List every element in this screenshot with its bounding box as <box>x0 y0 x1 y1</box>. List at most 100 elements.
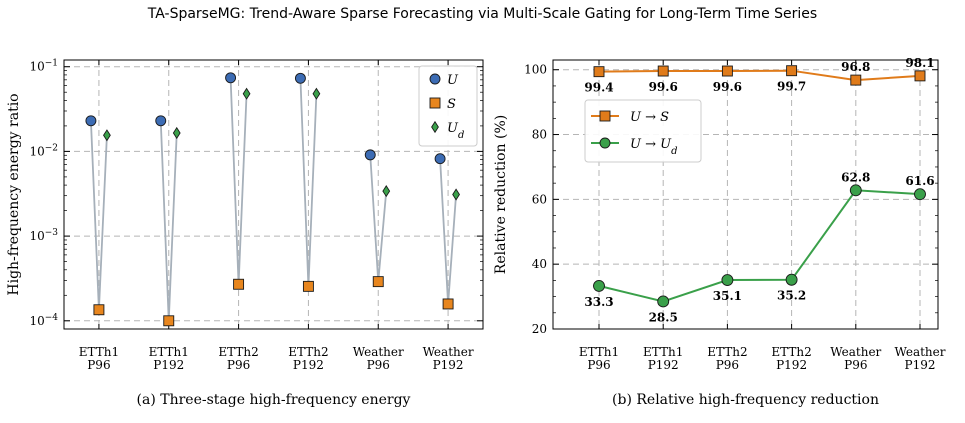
data-point-square <box>442 298 454 310</box>
x-tick-label: P96 <box>227 358 250 372</box>
data-point-diamond <box>312 87 321 100</box>
y-tick-label: 10−2 <box>29 143 58 158</box>
data-point-diamond <box>103 129 111 142</box>
x-tick-label: P96 <box>367 358 390 372</box>
y-axis-label: High-frequency energy ratio <box>6 93 22 295</box>
data-label: 28.5 <box>649 310 678 324</box>
y-tick-label: 60 <box>532 192 547 206</box>
data-point-circle <box>849 184 862 197</box>
y-tick-label: 40 <box>532 257 547 271</box>
x-tick-label: ETTh1 <box>79 345 119 359</box>
data-label: 62.8 <box>841 170 870 184</box>
data-point-circle <box>155 115 167 127</box>
data-point-square <box>233 278 245 290</box>
y-tick-label: 20 <box>532 322 547 336</box>
legend-marker-diamond <box>431 120 439 134</box>
data-label: 35.1 <box>713 289 742 303</box>
panel-caption: (a) Three-stage high-frequency energy <box>137 392 411 408</box>
x-tick-label: Weather <box>353 345 404 359</box>
data-point-diamond <box>382 184 391 198</box>
legend: U → S U → Ud <box>584 99 702 163</box>
y-tick-label: 100 <box>524 63 547 77</box>
panel-b: 20406080100ETTh1P96ETTh1P192ETTh2P96ETTh… <box>493 56 946 408</box>
data-point-square <box>302 280 314 292</box>
data-label: 33.3 <box>584 295 613 309</box>
data-point-square <box>721 65 733 77</box>
x-tick-label: ETTh1 <box>149 345 189 359</box>
plot-frame <box>552 59 939 330</box>
legend-marker-square <box>599 110 611 122</box>
x-tick-label: ETTh1 <box>643 345 683 359</box>
data-label: 61.6 <box>905 174 934 188</box>
x-tick-label: P192 <box>433 358 464 372</box>
data-point-circle <box>721 274 734 287</box>
data-label: 99.7 <box>777 80 806 94</box>
x-tick-label: P192 <box>153 358 184 372</box>
data-point-circle <box>294 72 306 84</box>
series-line <box>598 69 921 82</box>
data-point-circle <box>785 273 798 286</box>
y-tick-label: 10−1 <box>29 59 58 74</box>
legend-label: Ud <box>447 121 464 141</box>
x-tick-label: P96 <box>87 358 110 372</box>
x-tick-label: Weather <box>830 345 881 359</box>
legend-marker-circle <box>429 73 441 85</box>
x-tick-label: Weather <box>423 345 474 359</box>
data-point-diamond <box>242 87 251 100</box>
series-line <box>598 189 921 303</box>
data-label: 98.1 <box>905 56 934 70</box>
data-label: 99.6 <box>649 80 678 94</box>
data-label: 96.8 <box>841 60 870 74</box>
data-point-square <box>786 65 798 77</box>
legend-label: U → S <box>630 110 669 125</box>
data-point-circle <box>657 295 670 308</box>
data-point-diamond <box>172 126 181 140</box>
data-point-square <box>372 276 384 288</box>
panel-a: 10−410−310−210−1ETTh1P96ETTh1P192ETTh2P9… <box>6 59 484 408</box>
x-tick-label: P96 <box>716 358 739 372</box>
data-point-square <box>657 65 669 77</box>
x-tick-label: P192 <box>905 358 936 372</box>
x-tick-label: ETTh2 <box>288 345 328 359</box>
data-point-diamond <box>452 188 460 201</box>
legend-label: U <box>447 73 459 88</box>
data-label: 99.4 <box>584 81 613 95</box>
legend-marker-square <box>429 97 441 109</box>
data-point-circle <box>914 188 926 201</box>
y-tick-label: 10−4 <box>29 313 58 328</box>
data-point-square <box>593 66 605 78</box>
x-tick-label: P192 <box>293 358 324 372</box>
x-tick-label: P192 <box>648 358 679 372</box>
x-tick-label: ETTh2 <box>707 345 747 359</box>
data-point-square <box>93 304 105 316</box>
data-label: 99.6 <box>713 80 742 94</box>
y-tick-label: 10−3 <box>29 228 58 243</box>
x-tick-label: P192 <box>776 358 807 372</box>
data-point-circle <box>364 149 376 161</box>
data-point-square <box>850 74 862 86</box>
legend-label: U → Ud <box>630 137 678 157</box>
data-point-circle <box>225 72 237 84</box>
y-axis-label: Relative reduction (%) <box>493 115 509 274</box>
legend-marker-circle <box>599 137 611 149</box>
x-tick-label: P96 <box>587 358 610 372</box>
x-tick-label: ETTh2 <box>771 345 811 359</box>
data-point-circle <box>85 115 97 127</box>
x-tick-label: ETTh2 <box>218 345 258 359</box>
data-point-square <box>163 315 175 327</box>
data-point-square <box>914 70 926 82</box>
data-point-circle <box>434 153 446 165</box>
data-point-circle <box>593 279 605 292</box>
x-tick-label: Weather <box>895 345 946 359</box>
legend: US Ud <box>418 65 478 147</box>
legend-label: S <box>447 97 456 112</box>
y-tick-label: 80 <box>532 128 547 142</box>
x-tick-label: ETTh1 <box>579 345 619 359</box>
plot-frame <box>63 59 484 330</box>
x-tick-label: P96 <box>844 358 867 372</box>
data-label: 35.2 <box>777 289 806 303</box>
figure-title: TA-SparseMG: Trend-Aware Sparse Forecast… <box>147 6 818 22</box>
panel-caption: (b) Relative high-frequency reduction <box>612 392 879 408</box>
